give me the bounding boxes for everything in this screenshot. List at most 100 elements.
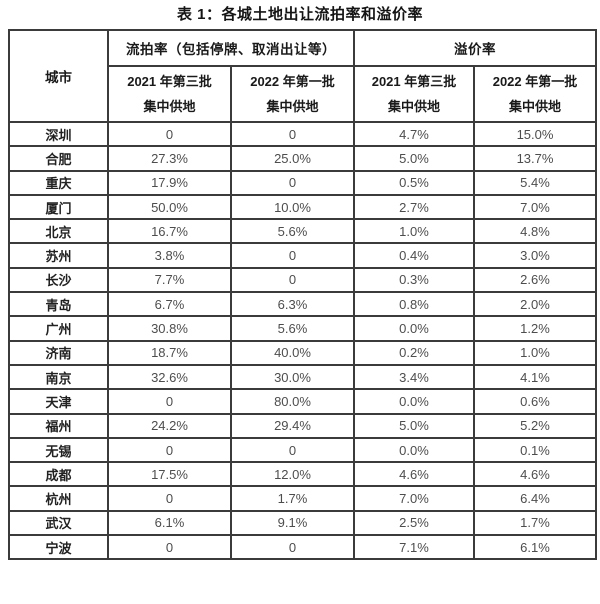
city-cell: 南京 [8, 363, 109, 391]
value-cell-failure-2022: 0 [230, 266, 355, 294]
value-cell-failure-2022: 40.0% [230, 339, 355, 366]
value-cell-failure-2021: 0 [107, 534, 232, 561]
city-cell: 济南 [8, 339, 109, 366]
value-cell-failure-2021: 24.2% [107, 412, 232, 439]
value-cell-premium-2022: 6.4% [473, 485, 597, 512]
subheader-line2: 集中供地 [143, 99, 196, 114]
subheader-line1: 2022 年第一批 [492, 74, 578, 89]
city-cell: 合肥 [8, 145, 109, 172]
city-cell: 天津 [8, 388, 109, 415]
value-cell-premium-2021: 0.0% [353, 315, 475, 342]
value-cell-premium-2022: 2.0% [473, 291, 597, 318]
value-cell-premium-2022: 4.1% [473, 363, 597, 391]
table-row: 济南 18.7% 40.0% 0.2% 1.0% [8, 339, 597, 366]
value-cell-premium-2022: 7.0% [473, 193, 597, 221]
subheader-line1: 2022 年第一批 [250, 74, 335, 89]
city-cell: 苏州 [8, 242, 109, 269]
value-cell-failure-2022: 12.0% [230, 461, 355, 488]
table-row: 长沙 7.7% 0 0.3% 2.6% [8, 266, 597, 294]
table-row: 宁波 0 0 7.1% 6.1% [8, 534, 597, 561]
value-cell-failure-2021: 17.5% [107, 461, 232, 488]
value-cell-premium-2022: 1.7% [473, 509, 597, 537]
subcolumn-failure-2021-batch3: 2021 年第三批 集中供地 [107, 65, 232, 123]
value-cell-premium-2021: 7.1% [353, 534, 475, 561]
value-cell-premium-2021: 7.0% [353, 485, 475, 512]
city-cell: 成都 [8, 461, 109, 488]
value-cell-failure-2021: 32.6% [107, 363, 232, 391]
city-cell: 北京 [8, 218, 109, 245]
table-row: 福州 24.2% 29.4% 5.0% 5.2% [8, 412, 597, 439]
value-cell-premium-2021: 2.7% [353, 193, 475, 221]
value-cell-failure-2021: 16.7% [107, 218, 232, 245]
value-cell-premium-2021: 0.2% [353, 339, 475, 366]
value-cell-failure-2022: 9.1% [230, 509, 355, 537]
value-cell-failure-2022: 0 [230, 436, 355, 464]
city-cell: 厦门 [8, 193, 109, 221]
value-cell-premium-2021: 0.8% [353, 291, 475, 318]
value-cell-premium-2021: 0.0% [353, 388, 475, 415]
value-cell-failure-2021: 0 [107, 485, 232, 512]
value-cell-premium-2022: 0.6% [473, 388, 597, 415]
value-cell-premium-2022: 3.0% [473, 242, 597, 269]
land-auction-table: 城市 流拍率（包括停牌、取消出让等） 溢价率 2021 年第三批 集中供地 20… [8, 29, 597, 561]
value-cell-premium-2022: 5.2% [473, 412, 597, 439]
value-cell-premium-2021: 1.0% [353, 218, 475, 245]
value-cell-premium-2021: 0.3% [353, 266, 475, 294]
subcolumn-premium-2022-batch1: 2022 年第一批 集中供地 [473, 65, 597, 123]
column-group-premium-rate: 溢价率 [353, 29, 597, 67]
city-cell: 武汉 [8, 509, 109, 537]
value-cell-failure-2021: 0 [107, 436, 232, 464]
value-cell-premium-2021: 0.5% [353, 169, 475, 196]
city-cell: 深圳 [8, 120, 109, 148]
city-cell: 杭州 [8, 485, 109, 512]
subcolumn-premium-2021-batch3: 2021 年第三批 集中供地 [353, 65, 475, 123]
value-cell-premium-2021: 0.4% [353, 242, 475, 269]
subheader-line2: 集中供地 [387, 99, 440, 114]
city-cell: 重庆 [8, 169, 109, 196]
value-cell-failure-2021: 6.7% [107, 291, 232, 318]
table-row: 天津 0 80.0% 0.0% 0.6% [8, 388, 597, 415]
value-cell-premium-2022: 0.1% [473, 436, 597, 464]
value-cell-premium-2022: 5.4% [473, 169, 597, 196]
value-cell-failure-2022: 5.6% [230, 315, 355, 342]
subcolumn-failure-2022-batch1: 2022 年第一批 集中供地 [230, 65, 355, 123]
value-cell-premium-2022: 15.0% [473, 120, 597, 148]
value-cell-failure-2022: 0 [230, 242, 355, 269]
header-group-row: 城市 流拍率（包括停牌、取消出让等） 溢价率 [8, 29, 597, 123]
value-cell-premium-2022: 1.0% [473, 339, 597, 366]
value-cell-premium-2022: 1.2% [473, 315, 597, 342]
value-cell-failure-2022: 0 [230, 534, 355, 561]
value-cell-failure-2021: 30.8% [107, 315, 232, 342]
value-cell-premium-2022: 13.7% [473, 145, 597, 172]
table-row: 深圳 0 0 4.7% 15.0% [8, 120, 597, 148]
value-cell-failure-2021: 17.9% [107, 169, 232, 196]
table-row: 成都 17.5% 12.0% 4.6% 4.6% [8, 461, 597, 488]
table-row: 无锡 0 0 0.0% 0.1% [8, 436, 597, 464]
city-cell: 长沙 [8, 266, 109, 294]
table-title: 表 1：各城土地出让流拍率和溢价率 [176, 6, 423, 23]
value-cell-premium-2021: 5.0% [353, 412, 475, 439]
table-row: 青岛 6.7% 6.3% 0.8% 2.0% [8, 291, 597, 318]
value-cell-failure-2022: 30.0% [230, 363, 355, 391]
value-cell-premium-2021: 2.5% [353, 509, 475, 537]
table-body: 深圳 0 0 4.7% 15.0% 合肥 27.3% 25.0% 5.0% 13… [8, 120, 597, 561]
table-row: 杭州 0 1.7% 7.0% 6.4% [8, 485, 597, 512]
value-cell-failure-2022: 29.4% [230, 412, 355, 439]
value-cell-failure-2022: 10.0% [230, 193, 355, 221]
value-cell-failure-2021: 3.8% [107, 242, 232, 269]
table-row: 合肥 27.3% 25.0% 5.0% 13.7% [8, 145, 597, 172]
table-row: 厦门 50.0% 10.0% 2.7% 7.0% [8, 193, 597, 221]
value-cell-premium-2021: 0.0% [353, 436, 475, 464]
value-cell-failure-2021: 7.7% [107, 266, 232, 294]
value-cell-failure-2022: 6.3% [230, 291, 355, 318]
value-cell-premium-2021: 5.0% [353, 145, 475, 172]
value-cell-failure-2022: 0 [230, 169, 355, 196]
value-cell-failure-2021: 0 [107, 388, 232, 415]
subheader-line2: 集中供地 [508, 99, 561, 114]
city-cell: 福州 [8, 412, 109, 439]
column-header-city: 城市 [8, 29, 109, 123]
table-row: 武汉 6.1% 9.1% 2.5% 1.7% [8, 509, 597, 537]
value-cell-premium-2022: 4.8% [473, 218, 597, 245]
city-cell: 广州 [8, 315, 109, 342]
value-cell-failure-2021: 18.7% [107, 339, 232, 366]
